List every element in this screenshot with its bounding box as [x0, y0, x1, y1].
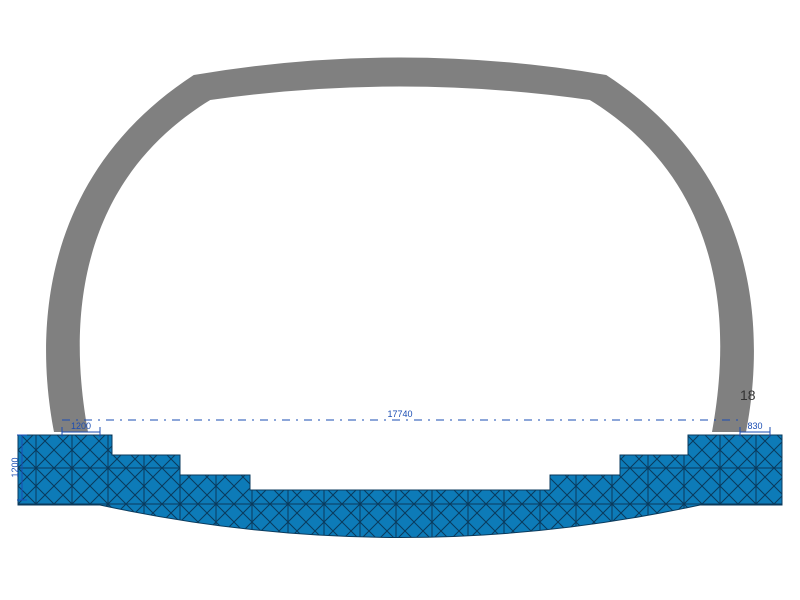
foundation-invert	[18, 435, 782, 538]
tunnel-cross-section: 17740 1200 830 1200 18	[0, 0, 800, 600]
arch-lining	[46, 58, 754, 433]
svg-text:830: 830	[747, 421, 762, 431]
section-number-label: 18	[740, 387, 756, 403]
svg-text:17740: 17740	[387, 409, 412, 419]
svg-text:1200: 1200	[10, 457, 20, 477]
svg-text:1200: 1200	[71, 421, 91, 431]
